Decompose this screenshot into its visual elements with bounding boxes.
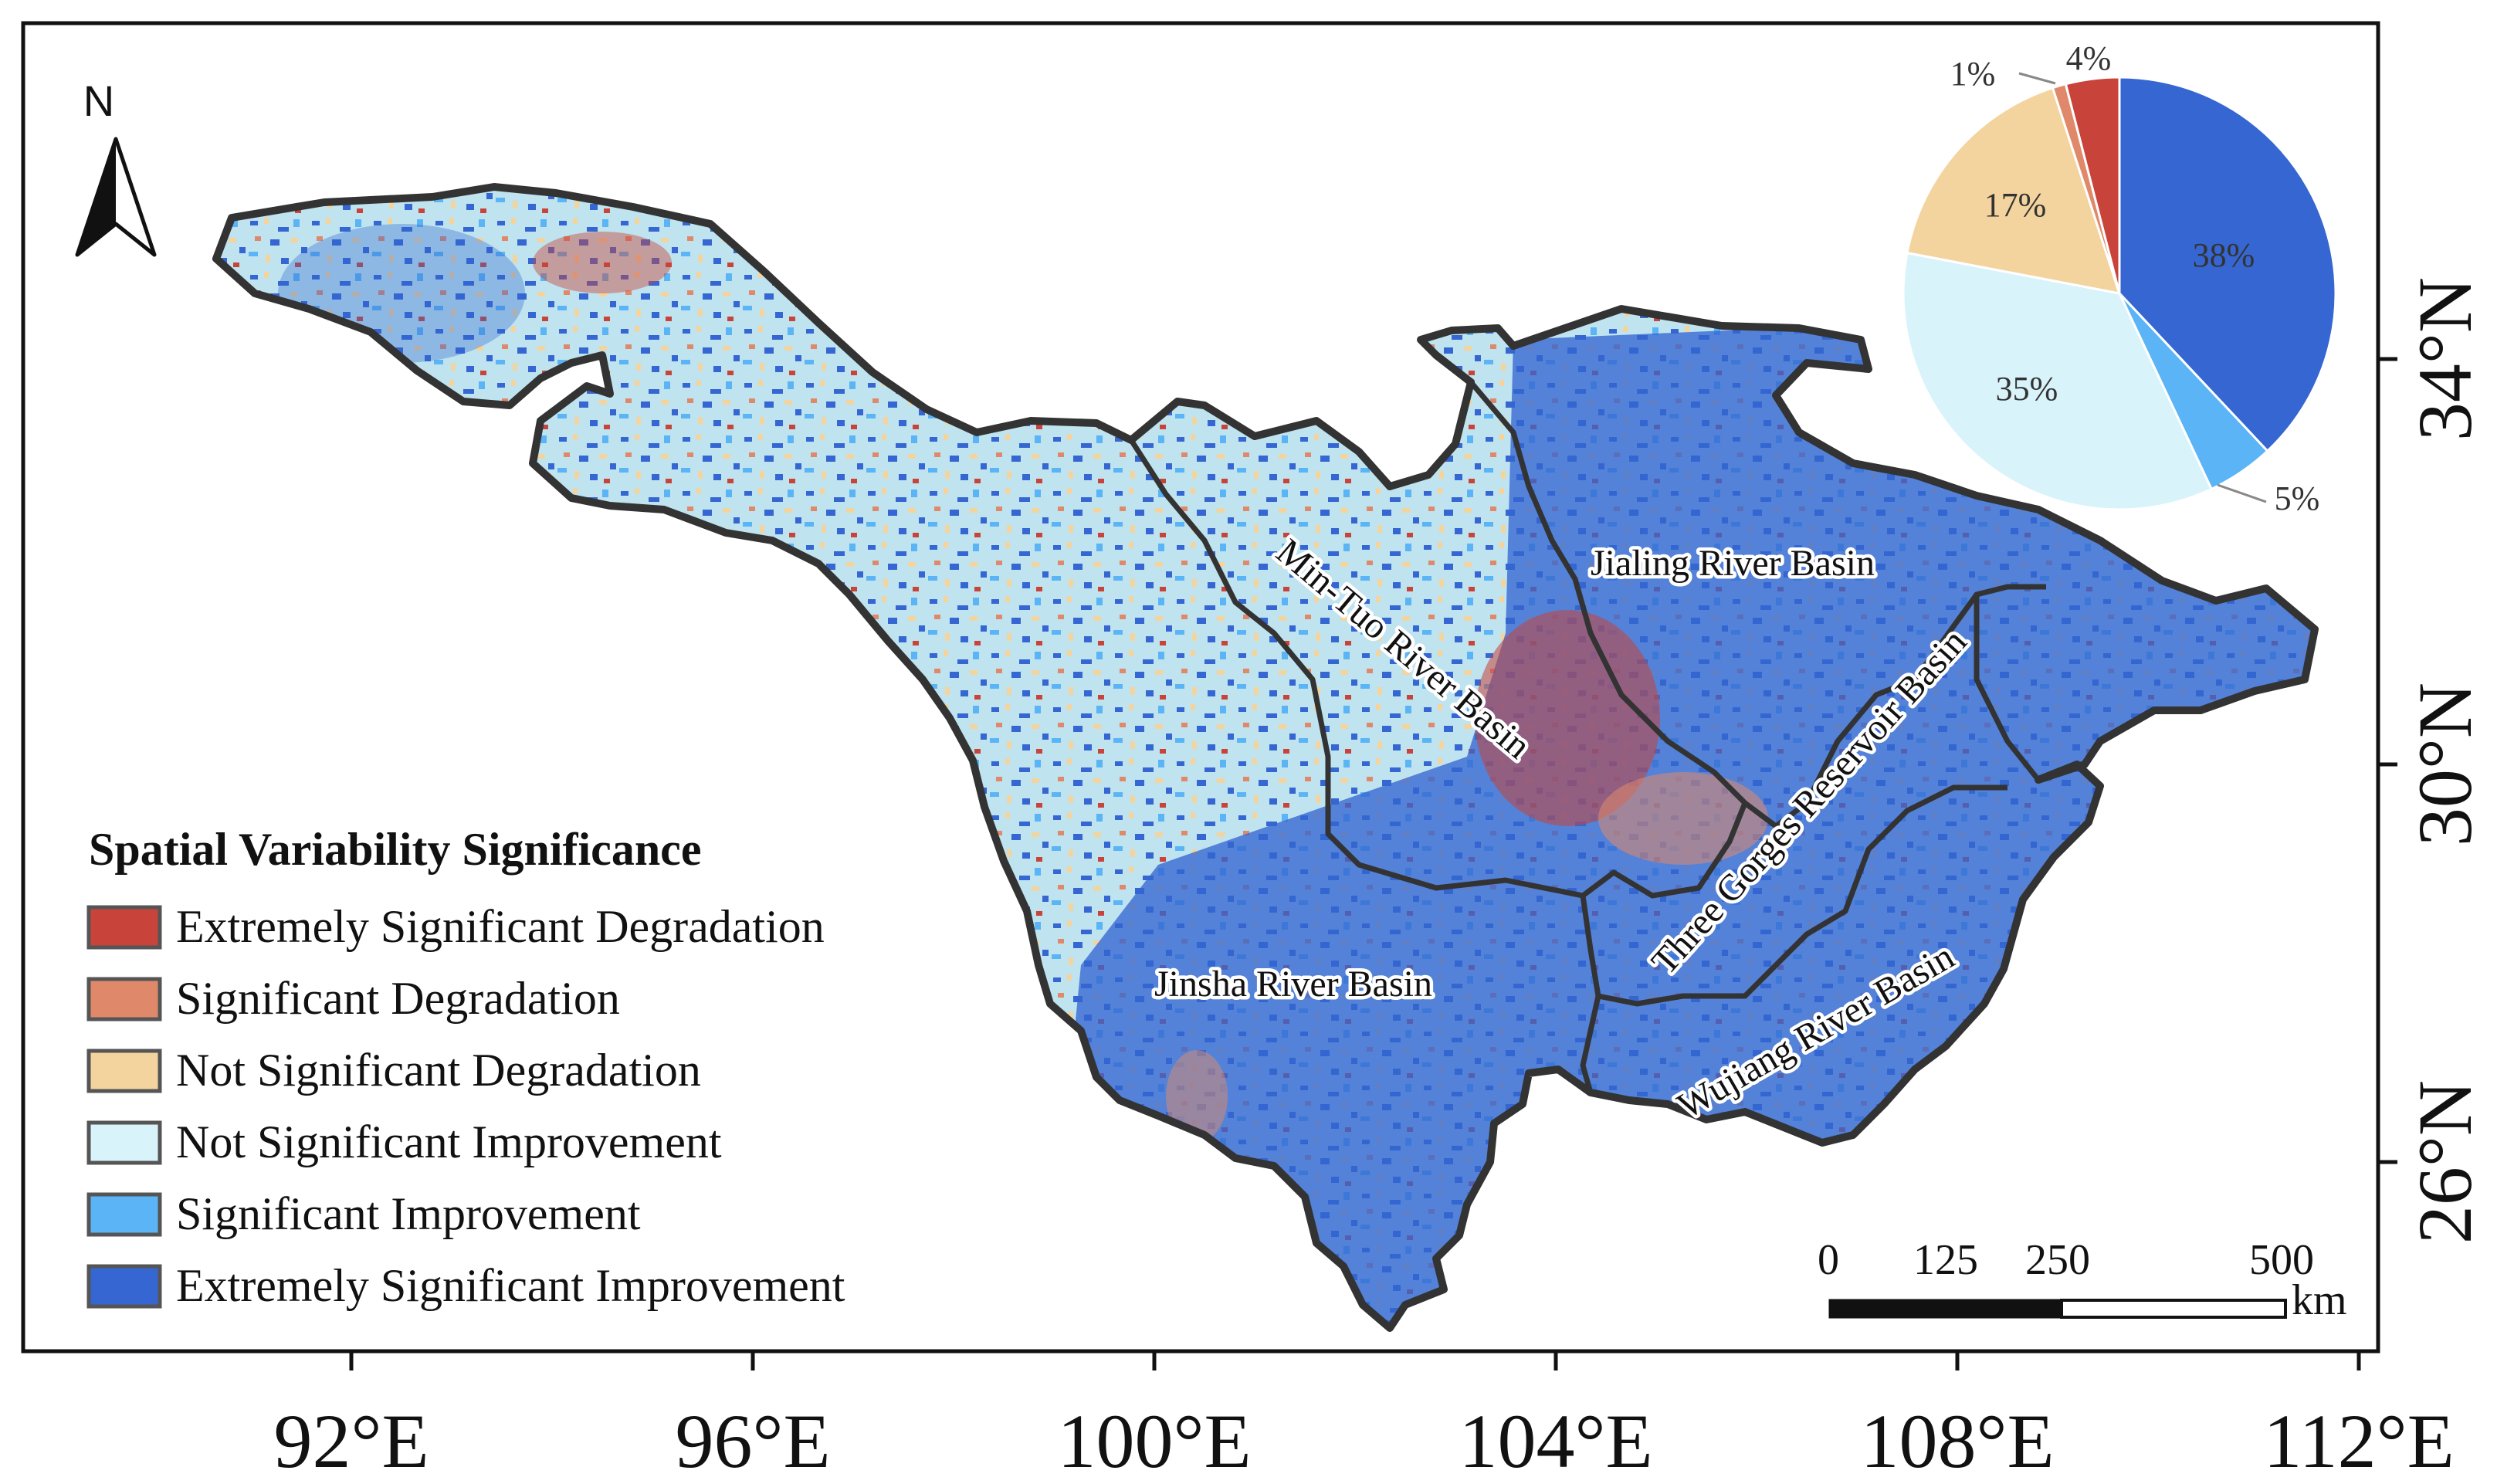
scale-unit: km bbox=[2292, 1276, 2347, 1324]
x-tick-label: 100°E bbox=[1057, 1398, 1251, 1484]
sub-basin-boundary-0 bbox=[1129, 439, 1748, 899]
x-tick-label: 112°E bbox=[2263, 1398, 2454, 1484]
y-tick-label: 34°N bbox=[2402, 277, 2488, 441]
pie-label-4: 1% bbox=[1950, 55, 1996, 93]
legend-label-4: Significant Improvement bbox=[176, 1188, 641, 1239]
legend-swatch-3 bbox=[86, 1120, 162, 1165]
pie-label-1: 5% bbox=[2275, 479, 2320, 517]
pie-slice-5 bbox=[2064, 76, 2121, 294]
sub-basin-boundary-2 bbox=[1743, 592, 1979, 829]
basin-label-jinsha: Jinsha River Basin bbox=[1154, 964, 1432, 1005]
legend-label-5: Extremely Significant Improvement bbox=[176, 1260, 845, 1311]
basin-outline bbox=[212, 183, 2319, 1332]
pie-slice-0 bbox=[2118, 76, 2337, 453]
pie-label-2: 35% bbox=[1996, 370, 2058, 408]
scale-tick-125: 125 bbox=[1913, 1236, 1978, 1284]
sub-basin-boundaries bbox=[212, 183, 2319, 1332]
y-tick-label: 26°N bbox=[2402, 1080, 2488, 1244]
x-tick-label: 96°E bbox=[675, 1398, 830, 1484]
pie-label-0: 38% bbox=[2193, 236, 2255, 274]
scale-tick-500: 500 bbox=[2249, 1236, 2314, 1284]
y-tick-label: 30°N bbox=[2402, 683, 2488, 846]
north-arrow: N bbox=[75, 76, 157, 257]
pie-slice-3 bbox=[1906, 86, 2122, 295]
legend-title: Spatial Variability Significance bbox=[89, 824, 701, 875]
longitude-axis: 92°E 96°E 100°E 104°E 108°E 112°E bbox=[273, 1351, 2455, 1484]
sub-basin-boundary-1 bbox=[1469, 380, 1747, 805]
legend-swatch-2 bbox=[86, 1049, 162, 1093]
legend-swatch-0 bbox=[86, 905, 162, 950]
legend-swatch-5 bbox=[86, 1264, 162, 1309]
legend-label-2: Not Significant Degradation bbox=[176, 1045, 701, 1096]
sub-basin-boundary-5 bbox=[1580, 995, 1601, 1093]
sub-basin-boundary-4 bbox=[1580, 784, 2007, 1007]
pie-slice-2 bbox=[1902, 251, 2214, 511]
sub-basin-boundary-3 bbox=[1974, 584, 2046, 782]
x-tick-label: 104°E bbox=[1459, 1398, 1652, 1484]
pie-leader-5pct bbox=[2217, 483, 2267, 503]
scale-bar-black bbox=[1828, 1299, 2063, 1319]
x-tick-label: 108°E bbox=[1860, 1398, 2054, 1484]
north-arrow-letter: N bbox=[83, 76, 114, 125]
scale-bar-white bbox=[2060, 1299, 2287, 1319]
legend-label-1: Significant Degradation bbox=[176, 973, 620, 1024]
legend-swatch-4 bbox=[86, 1192, 162, 1237]
x-tick-label: 92°E bbox=[273, 1398, 429, 1484]
pie-label-3: 17% bbox=[1984, 186, 2047, 224]
pie-leader-1pct bbox=[2018, 72, 2056, 85]
pie-chart: 38% 5% 35% 17% 1% 4% bbox=[1902, 39, 2337, 517]
legend-label-3: Not Significant Improvement bbox=[176, 1116, 722, 1167]
legend-label-0: Extremely Significant Degradation bbox=[176, 901, 825, 952]
basin-label-jialing: Jialing River Basin bbox=[1591, 543, 1875, 584]
scale-tick-0: 0 bbox=[1818, 1236, 1839, 1284]
legend: Spatial Variability Significance Extreme… bbox=[86, 824, 845, 1311]
scale-bar: 0 125 250 500 km bbox=[1818, 1236, 2347, 1324]
pie-label-5: 4% bbox=[2066, 39, 2112, 77]
latitude-axis: 34°N 30°N 26°N bbox=[2378, 277, 2488, 1244]
legend-swatch-1 bbox=[86, 977, 162, 1022]
scale-tick-250: 250 bbox=[2025, 1236, 2090, 1284]
